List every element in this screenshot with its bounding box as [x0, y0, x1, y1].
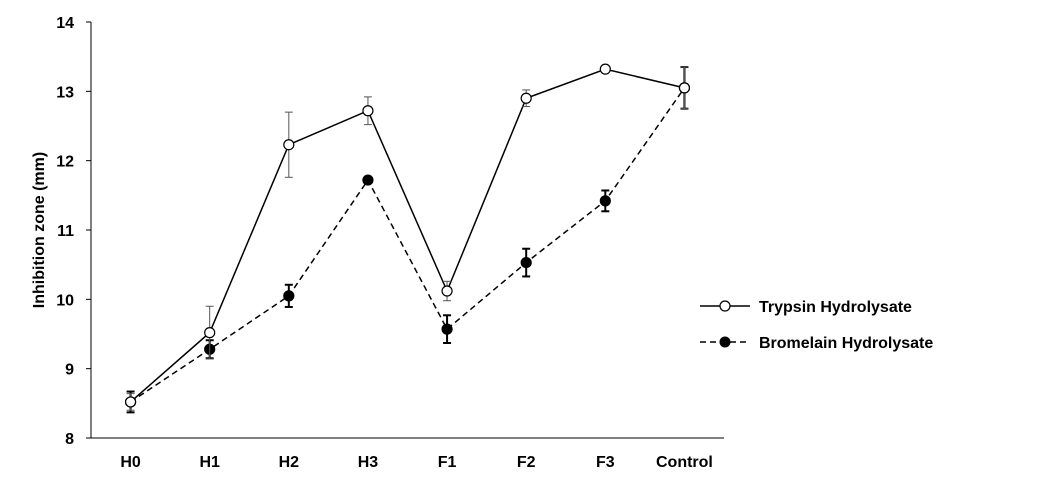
series-layer	[124, 63, 691, 414]
x-tick-label: H3	[358, 454, 379, 471]
legend-open-circle-icon	[719, 300, 731, 312]
legend-filled-circle-icon	[719, 336, 731, 348]
x-tick-label: H0	[120, 454, 141, 471]
x-tick-label: H2	[279, 454, 300, 471]
data-point	[204, 327, 216, 339]
x-tick-label: H1	[199, 454, 220, 471]
y-ticks: 8 9 10 11 12 13 14	[56, 15, 91, 448]
series-line	[130, 68, 685, 403]
y-tick-label: 9	[65, 362, 74, 379]
x-ticks: H0 H1 H2 H3 F1 F2 F3 Control	[120, 454, 713, 471]
data-point	[678, 82, 691, 94]
x-tick-label: F3	[596, 454, 615, 471]
data-point	[599, 195, 611, 207]
x-tick-label: F2	[517, 454, 536, 471]
x-tick-label: Control	[656, 454, 713, 471]
series-line	[130, 87, 686, 403]
data-point	[283, 290, 295, 302]
y-tick-label: 12	[56, 154, 74, 171]
data-point	[124, 396, 137, 408]
data-point	[599, 63, 611, 75]
series-trypsin	[124, 63, 691, 411]
data-point	[362, 174, 374, 186]
data-point	[283, 139, 295, 151]
legend-item-bromelain: Bromelain Hydrolysate	[700, 335, 933, 352]
data-point	[520, 256, 532, 269]
data-point	[520, 92, 532, 104]
series-bromelain	[124, 66, 691, 414]
y-axis-title: Inhibition zone (mm)	[31, 152, 48, 308]
data-point	[362, 105, 374, 117]
legend-label-trypsin: Trypsin Hydrolysate	[759, 299, 912, 316]
legend-item-trypsin: Trypsin Hydrolysate	[700, 299, 912, 316]
axes	[90, 22, 724, 439]
y-tick-label: 14	[56, 15, 74, 32]
y-tick-label: 8	[65, 431, 74, 448]
legend: Trypsin Hydrolysate Bromelain Hydrolysat…	[700, 299, 933, 352]
y-tick-label: 10	[56, 292, 74, 309]
data-point	[441, 285, 453, 297]
legend-label-bromelain: Bromelain Hydrolysate	[759, 335, 933, 352]
y-tick-label: 11	[57, 223, 74, 240]
y-tick-label: 13	[56, 84, 74, 101]
x-tick-label: F1	[438, 454, 457, 471]
data-point	[441, 323, 453, 335]
